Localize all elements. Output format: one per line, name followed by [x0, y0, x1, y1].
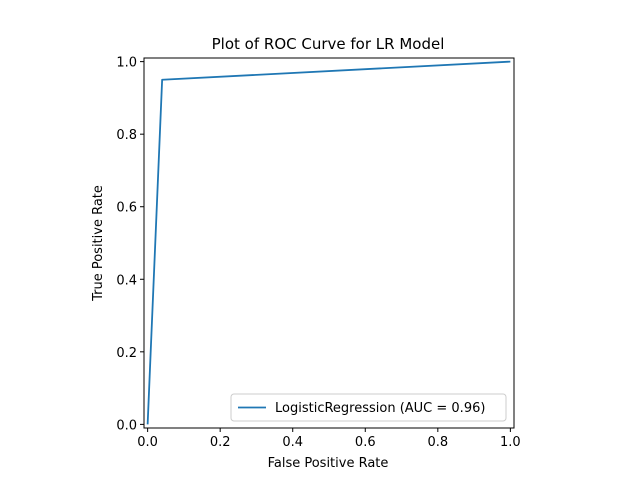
x-axis-label: False Positive Rate — [268, 456, 389, 471]
x-tick-label: 1.0 — [500, 435, 521, 450]
y-axis-ticks: 0.0 0.2 0.4 0.6 0.8 1.0 — [116, 56, 144, 433]
chart-title: Plot of ROC Curve for LR Model — [212, 35, 445, 53]
y-tick-label: 1.0 — [116, 56, 137, 71]
legend: LogisticRegression (AUC = 0.96) — [230, 393, 507, 422]
x-axis-ticks: 0.0 0.2 0.4 0.6 0.8 1.0 — [137, 428, 521, 450]
y-tick-label: 0.4 — [116, 273, 137, 288]
x-tick-label: 0.6 — [355, 435, 376, 450]
legend-box — [230, 393, 507, 422]
y-tick-label: 0.0 — [116, 418, 137, 433]
y-tick-label: 0.6 — [116, 201, 137, 216]
series-layer — [146, 60, 511, 425]
series-line-0 — [146, 60, 511, 425]
plot-area — [144, 58, 514, 428]
x-tick-label: 0.0 — [137, 435, 158, 450]
x-tick-label: 0.8 — [427, 435, 448, 450]
y-tick-label: 0.2 — [116, 346, 137, 361]
y-tick-label: 0.8 — [116, 128, 137, 143]
y-axis-label: True Positive Rate — [91, 185, 106, 302]
x-tick-label: 0.4 — [282, 435, 303, 450]
legend-label: LogisticRegression (AUC = 0.96) — [275, 401, 485, 416]
x-tick-label: 0.2 — [210, 435, 231, 450]
plot-frame — [143, 57, 515, 429]
